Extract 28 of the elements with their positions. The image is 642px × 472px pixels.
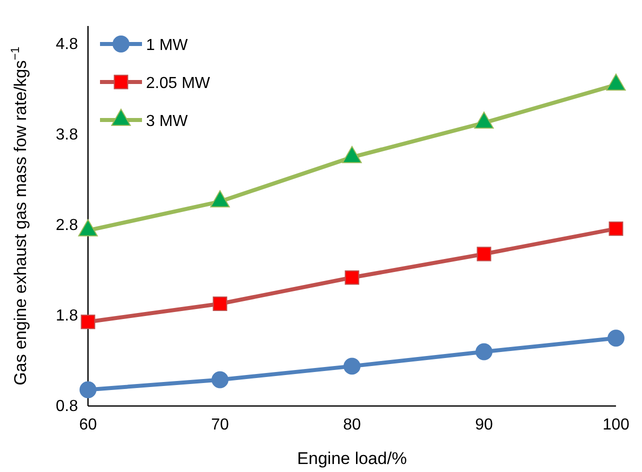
point [608,221,624,236]
point [476,343,492,360]
point [344,358,360,375]
point [606,74,626,91]
x-tick-label: 80 [343,416,361,434]
y-tick-label: 2.8 [56,217,78,234]
x-tick-label: 90 [475,416,493,434]
x-tick-label: 70 [211,416,229,434]
legend-label: 2.05 MW [146,75,211,92]
point [210,190,230,208]
x-tick-label: 100 [602,416,630,434]
point [80,381,96,398]
legend-label: 1 MW [146,37,189,54]
y-tick-label: 1.8 [56,308,78,325]
point [80,314,96,330]
point [212,371,228,388]
point [342,146,362,164]
point [344,270,360,285]
x-tick-label: 60 [79,416,97,434]
x-axis-title: Engine load/% [297,449,407,468]
point [476,246,492,262]
point [474,112,494,129]
legend-label: 3 MW [146,113,189,130]
y-tick-label: 0.8 [56,398,78,416]
y-tick-label: 4.8 [56,36,78,54]
point [608,330,624,347]
y-tick-label: 3.8 [56,126,78,144]
point [212,296,228,311]
